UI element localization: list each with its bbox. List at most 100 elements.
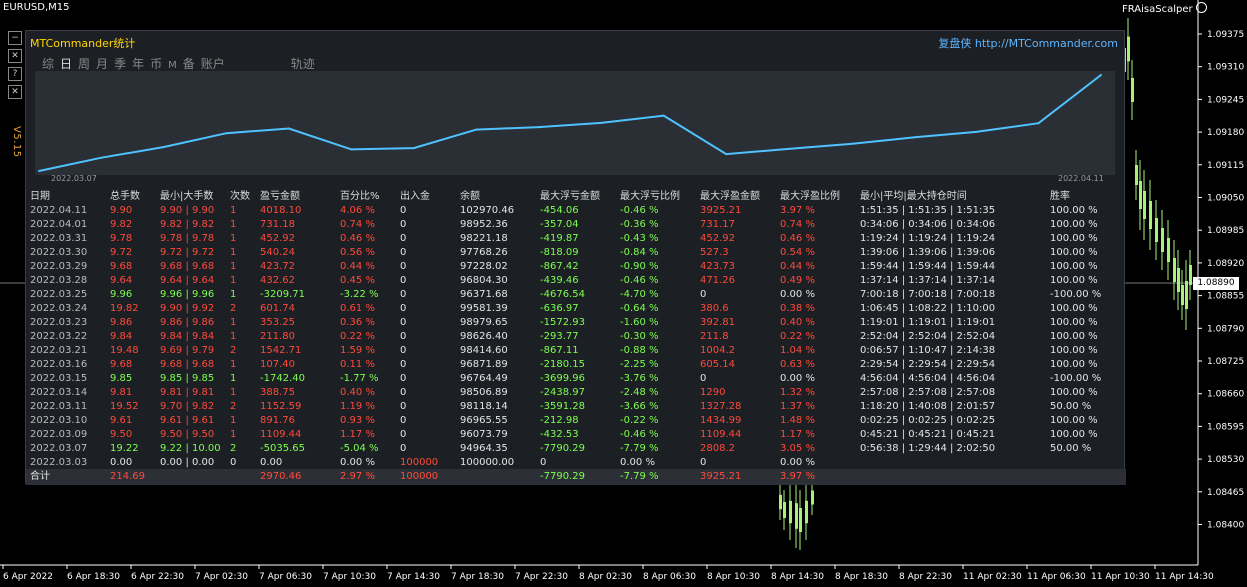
website-link[interactable]: 复盘侠 http://MTCommander.com — [938, 37, 1118, 50]
candle-body — [1161, 228, 1164, 252]
tab-5[interactable]: 年 — [132, 57, 145, 71]
table-row[interactable]: 2022.03.24 19.82 9.90 | 9.92 2 601.74 0.61 % 0… — [30, 302, 1120, 316]
column-header[interactable]: 日期 — [30, 191, 50, 202]
column-header[interactable]: 最大浮盈金额 — [700, 191, 760, 202]
table-cell: 0 — [400, 429, 407, 440]
table-cell: 9.81 — [110, 387, 133, 398]
table-row[interactable]: 2022.03.15 9.85 9.85 | 9.85 1 -1742.40 -1.77 … — [30, 372, 1120, 386]
table-cell: 1434.99 — [700, 415, 742, 426]
table-cell: 2022.03.24 — [30, 303, 88, 314]
table-row[interactable]: 2022.03.29 9.68 9.68 | 9.68 1 423.72 0.44 % 0 9… — [30, 260, 1120, 274]
tab-0[interactable]: 综 — [42, 57, 55, 71]
table-row[interactable]: 2022.03.09 9.50 9.50 | 9.50 1 1109.44 1.17 % 0… — [30, 428, 1120, 442]
table-cell: -7.79 % — [620, 443, 659, 454]
table-row[interactable]: 2022.03.31 9.78 9.78 | 9.78 1 452.92 0.46 % 0 9… — [30, 232, 1120, 246]
column-header[interactable]: 胜率 — [1050, 191, 1070, 202]
tab-8[interactable]: 备 — [182, 57, 195, 71]
tab-7[interactable]: M — [168, 60, 177, 71]
table-cell: 3.05 % — [780, 443, 815, 454]
tab-9[interactable]: 账户 — [200, 57, 225, 71]
table-cell: 0.61 % — [340, 303, 375, 314]
version-label: V5.15 — [11, 126, 22, 158]
table-cell: 2022.03.14 — [30, 387, 88, 398]
help-button[interactable]: ? — [8, 67, 22, 81]
table-cell: 1109.44 — [700, 429, 742, 440]
tab-4[interactable]: 季 — [114, 57, 127, 71]
column-header[interactable]: 最小|平均|最大持仓时间 — [860, 191, 967, 202]
tab-3[interactable]: 月 — [96, 57, 109, 71]
table-row[interactable]: 2022.03.07 19.22 9.22 | 10.00 2 -5035.65 -5.0… — [30, 442, 1120, 456]
table-cell: 392.81 — [700, 317, 735, 328]
tab-10[interactable]: 轨迹 — [290, 57, 315, 71]
tab-2[interactable]: 周 — [78, 57, 91, 71]
table-cell: 1 — [230, 205, 237, 216]
table-cell: -3699.96 — [540, 373, 585, 384]
table-cell: 0 — [400, 359, 407, 370]
table-cell: 2022.03.09 — [30, 429, 88, 440]
table-cell: -0.64 % — [620, 303, 659, 314]
tab-1[interactable]: 日 — [60, 57, 73, 71]
table-cell: 2022.03.11 — [30, 401, 88, 412]
table-cell: 7:00:18 | 7:00:18 | 7:00:18 — [860, 289, 996, 300]
table-cell: -5.04 % — [340, 443, 379, 454]
table-cell: 1290 — [700, 387, 726, 398]
table-cell: 1109.44 — [260, 429, 302, 440]
column-header[interactable]: 百分比% — [340, 191, 380, 202]
column-header[interactable]: 最小|大手数 — [160, 191, 214, 202]
column-header[interactable]: 次数 — [230, 191, 250, 202]
table-row[interactable]: 2022.03.21 19.48 9.69 | 9.79 2 1542.71 1.59 %… — [30, 344, 1120, 358]
table-cell: 9.96 | 9.96 — [160, 289, 215, 300]
table-row[interactable]: 2022.03.16 9.68 9.68 | 9.68 1 107.40 0.11 % 0 9… — [30, 358, 1120, 372]
table-cell: -2.25 % — [620, 359, 659, 370]
time-axis-label: 11 Apr 10:30 — [1091, 572, 1150, 582]
table-row[interactable]: 2022.03.10 9.61 9.61 | 9.61 1 891.76 0.93 % 0 9… — [30, 414, 1120, 428]
table-row[interactable]: 2022.03.30 9.72 9.72 | 9.72 1 540.24 0.56 % 0 9… — [30, 246, 1120, 260]
table-cell: 0.93 % — [340, 415, 375, 426]
table-cell: 2:52:04 | 2:52:04 | 2:52:04 — [860, 331, 996, 342]
table-row[interactable]: 2022.03.25 9.96 9.96 | 9.96 1 -3209.71 -3.22 … — [30, 288, 1120, 302]
table-cell: 2022.03.22 — [30, 331, 88, 342]
table-cell: 1:19:24 | 1:19:24 | 1:19:24 — [860, 233, 996, 244]
table-cell: -0.36 % — [620, 219, 659, 230]
table-cell: 0.00 % — [780, 373, 815, 384]
table-cell: 98952.36 — [460, 219, 508, 230]
mini-start-date: 2022.03.07 — [51, 174, 97, 183]
table-row[interactable]: 2022.03.03 0.00 0.00 | 0.00 0 0.00 0.00 % 1000… — [30, 456, 1120, 470]
table-cell: 388.75 — [260, 387, 295, 398]
table-row[interactable]: 2022.03.22 9.84 9.84 | 9.84 1 211.80 0.22 % 0 9… — [30, 330, 1120, 344]
time-axis-label: 7 Apr 22:30 — [515, 572, 568, 582]
column-header[interactable]: 出入金 — [400, 191, 430, 202]
table-cell: -212.98 — [540, 415, 579, 426]
time-axis-label: 8 Apr 22:30 — [899, 572, 952, 582]
table-cell: -3.76 % — [620, 373, 659, 384]
table-cell: 1.19 % — [340, 401, 375, 412]
table-cell: 1:19:01 | 1:19:01 | 1:19:01 — [860, 317, 996, 328]
table-row[interactable]: 2022.03.23 9.86 9.86 | 9.86 1 353.25 0.36 % 0 9… — [30, 316, 1120, 330]
table-row[interactable]: 2022.03.28 9.64 9.64 | 9.64 1 432.62 0.45 % 0 9… — [30, 274, 1120, 288]
table-row[interactable]: 2022.03.14 9.81 9.81 | 9.81 1 388.75 0.40 % 0 9… — [30, 386, 1120, 400]
table-cell: 99581.39 — [460, 303, 508, 314]
table-row[interactable]: 2022.03.11 19.52 9.70 | 9.82 2 1152.59 1.19 %… — [30, 400, 1120, 414]
table-row[interactable]: 2022.04.01 9.82 9.82 | 9.82 1 731.18 0.74 % 0 9… — [30, 218, 1120, 232]
table-cell: 0.74 % — [780, 219, 815, 230]
table-row[interactable]: 2022.04.11 9.90 9.90 | 9.90 1 4018.10 4.06 % 0… — [30, 204, 1120, 218]
minimize-button[interactable]: − — [8, 31, 22, 45]
table-cell: 0.22 % — [780, 331, 815, 342]
column-header[interactable]: 盈亏金额 — [260, 191, 300, 202]
footer-cell: 2.97 % — [340, 471, 375, 482]
candle-body — [799, 508, 802, 532]
table-cell: 731.17 — [700, 219, 735, 230]
table-cell: 98626.40 — [460, 331, 508, 342]
table-cell: 2022.03.07 — [30, 443, 88, 454]
column-header[interactable]: 余额 — [460, 191, 480, 202]
column-header[interactable]: 总手数 — [110, 191, 140, 202]
close-panel-button[interactable]: ✕ — [8, 85, 22, 99]
close-button[interactable]: ✕ — [8, 49, 22, 63]
table-cell: 2022.03.23 — [30, 317, 88, 328]
column-header[interactable]: 最大浮亏比例 — [620, 191, 680, 202]
column-header[interactable]: 最大浮盈比例 — [780, 191, 840, 202]
table-cell: 9.90 — [110, 205, 133, 216]
column-header[interactable]: 最大浮亏金额 — [540, 191, 600, 202]
tab-6[interactable]: 币 — [150, 57, 163, 71]
